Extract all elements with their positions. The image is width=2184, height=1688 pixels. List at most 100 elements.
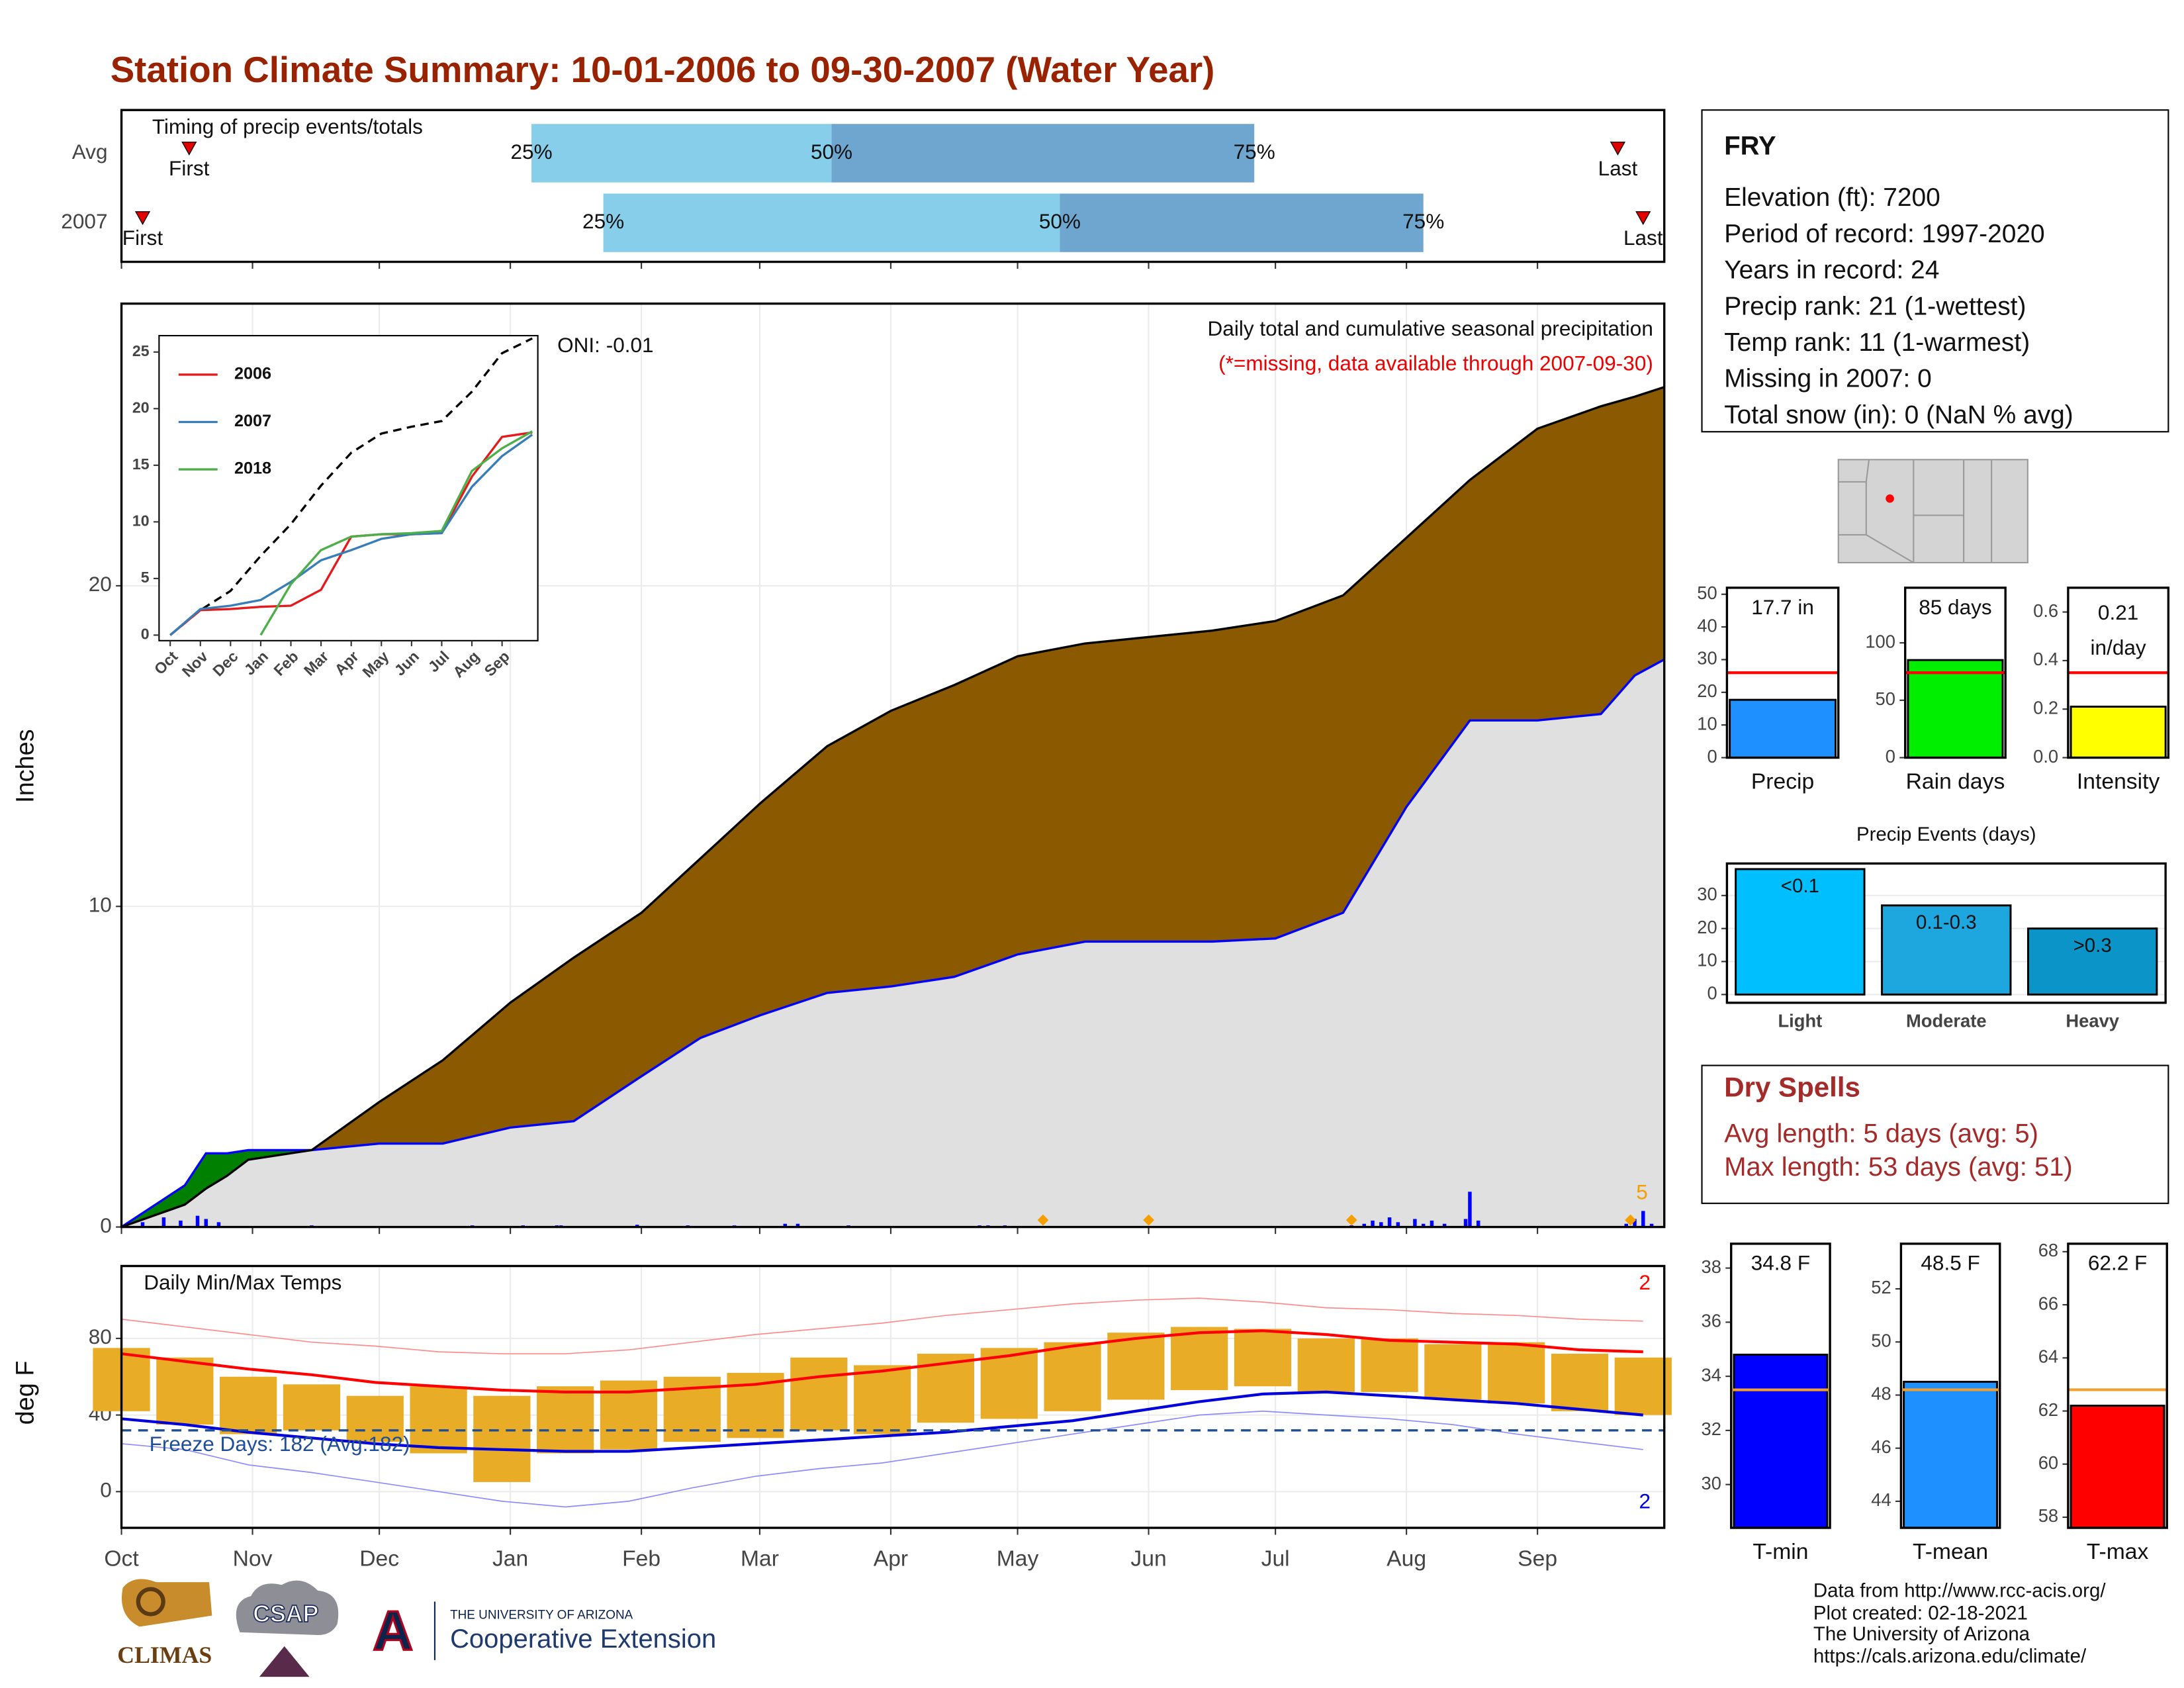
station-line: Years in record: 24 [1724,256,1939,285]
climas-logo-text: CLIMAS [117,1642,212,1668]
event-label: First [169,156,210,180]
cumulative-line [120,386,1665,1229]
timing-title: Timing of precip events/totals [152,115,423,138]
ua-name: THE UNIVERSITY OF ARIZONA [450,1609,633,1622]
category-label: T-min [1752,1540,1808,1564]
y-tick-label: 60 [2038,1452,2058,1473]
x-tick-label: Feb [622,1546,660,1571]
category-label: Intensity [2077,769,2160,794]
quartile-bar [1060,193,1424,252]
daily-precip-bar [635,1225,639,1227]
oni-annotation: ONI: -0.01 [557,333,654,357]
temp-range-bar [220,1376,277,1434]
legend-label: 2006 [234,365,271,383]
missing-marker [1345,1214,1357,1226]
plot-frame [1725,862,2167,1004]
chart-subtitle: (*=missing, data available through 2007-… [1218,352,1653,375]
bar [2070,706,2167,759]
quartile-label: 75% [1234,140,1275,164]
y-tick-label: 0 [1707,746,1717,767]
y-tick-label: 52 [1871,1277,1891,1297]
y-tick-label: 32 [1702,1419,1721,1439]
dry-spells-line: Avg length: 5 days (avg: 5) [1724,1119,2038,1148]
y-tick-label: 25 [132,342,150,359]
logos: CLIMAS CSAP A THE UNIVERSITY OF ARIZONA … [117,1579,716,1677]
y-tick-label: 62 [2038,1399,2058,1420]
plot-frame [120,109,1666,263]
x-tick-label: Nov [233,1546,273,1571]
y-tick-label: 36 [1702,1311,1721,1331]
temp-line [121,1329,1643,1394]
bar [1881,904,2012,996]
value-label: 62.2 F [2088,1251,2147,1275]
event-label: Last [1623,226,1663,250]
series-line [259,430,533,636]
climas-logo-ring [136,1587,165,1617]
category-label: Rain days [1906,769,2005,794]
x-tick-label: Oct [104,1546,139,1571]
unit-label: in/day [2091,635,2146,659]
event-label: Last [1598,156,1638,180]
plot-frame [1899,1243,2001,1529]
daily-precip-bar [204,1219,208,1227]
chart-title: Daily total and cumulative seasonal prec… [1208,316,1653,340]
daily-precip-bar [179,1220,183,1227]
category-label: Light [1778,1011,1822,1031]
station-line: Elevation (ft): 7200 [1724,183,1940,212]
temp-range-bar [283,1384,341,1430]
temp-line [121,1410,1643,1508]
quartile-label: 25% [582,209,624,233]
y-axis-label: deg F [11,1361,39,1425]
quartile-label: 50% [811,140,852,164]
x-tick-label: Sep [1518,1546,1557,1571]
temp-range-bar [1297,1338,1355,1392]
x-tick-label: Apr [874,1546,908,1571]
dry-spells-line: Max length: 53 days (avg: 51) [1724,1152,2073,1182]
daily-precip-bar [216,1222,221,1227]
value-label: 0.21 [2098,600,2138,624]
temp-line [121,1297,1643,1354]
temp-range-bar [790,1357,848,1430]
category-label: T-max [2087,1540,2149,1564]
y-tick-label: 44 [1871,1489,1891,1510]
y-tick-label: 58 [2038,1505,2058,1526]
map-land [1837,459,2028,564]
plot-frame [120,1264,1666,1529]
credit-line: The University of Arizona [1813,1623,2030,1645]
temp-line [121,1390,1643,1453]
freeze-label: Freeze Days: 182 (Avg:182) [150,1432,410,1456]
daily-precip-bar [161,1217,166,1227]
daily-precip-bar [1641,1211,1645,1227]
temp-range-bar [346,1395,404,1442]
y-tick-label: 0.0 [2033,746,2058,767]
y-tick-label: 10 [1697,950,1717,970]
missing-count: 5 [1636,1180,1648,1203]
daily-precip-bar [1476,1220,1480,1227]
y-tick-label: 5 [141,569,150,586]
bin-label: <0.1 [1781,875,1819,897]
temp-range-bar [1424,1344,1482,1400]
plot-frame [2067,586,2170,759]
bar [1903,1380,1999,1529]
y-tick-label: 10 [132,512,150,529]
legend-label: 2007 [234,412,271,430]
legend-label: 2018 [234,459,271,478]
bin-label: 0.1-0.3 [1916,912,1977,933]
bar [2070,1405,2165,1529]
y-tick-label: 34 [1702,1364,1721,1385]
bar [1729,698,1837,759]
credit-line: https://cals.arizona.edu/climate/ [1813,1645,2087,1667]
average-line [169,337,533,636]
credit-line: Data from http://www.rcc-acis.org/ [1813,1580,2106,1602]
quartile-label: 75% [1402,209,1444,233]
value-label: 85 days [1919,595,1992,619]
temp-range-bar [537,1386,594,1454]
daily-precip-bar [796,1223,800,1227]
y-axis-label: Inches [11,729,39,803]
y-tick-label: 20 [1697,917,1717,937]
daily-precip-bar [1396,1222,1400,1227]
temp-range-bar [1614,1357,1672,1415]
y-tick-label: 20 [1697,680,1717,701]
y-tick-label: 80 [89,1325,112,1348]
row-label: 2007 [61,209,107,233]
